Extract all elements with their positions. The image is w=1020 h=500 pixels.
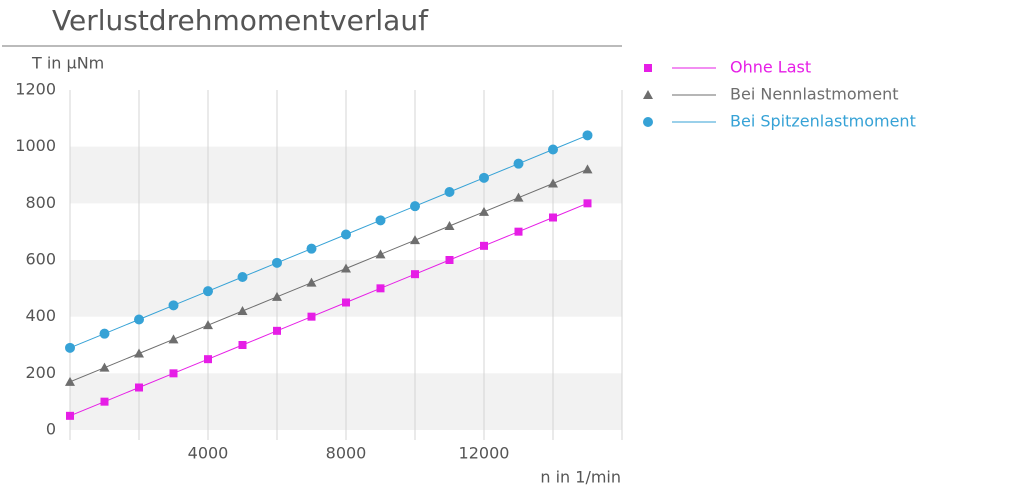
- x-tick-label: 12000: [459, 444, 510, 463]
- marker: [513, 158, 524, 169]
- series-line: [69, 202, 588, 417]
- marker: [445, 256, 454, 264]
- y-tick-label: 0: [46, 420, 56, 439]
- marker: [548, 178, 558, 188]
- marker: [65, 342, 75, 353]
- marker: [168, 334, 179, 344]
- chart-title: Verlustdrehmomentverlauf: [52, 4, 429, 37]
- marker: [203, 286, 213, 297]
- series-line: [69, 168, 588, 383]
- y-axis-label: T in µNm: [31, 54, 104, 73]
- marker: [273, 326, 281, 335]
- marker: [168, 300, 179, 311]
- marker: [342, 298, 350, 307]
- marker: [513, 192, 524, 202]
- y-tick-label: 600: [25, 250, 56, 269]
- marker: [306, 277, 317, 287]
- marker: [549, 213, 557, 222]
- y-tick-label: 200: [25, 363, 56, 382]
- marker: [237, 272, 248, 282]
- marker: [203, 320, 213, 330]
- marker: [444, 187, 455, 197]
- marker: [582, 130, 593, 141]
- x-tick-label: 8000: [326, 444, 367, 463]
- marker: [65, 376, 75, 386]
- y-tick-label: 1000: [15, 136, 56, 155]
- marker: [514, 227, 523, 236]
- marker: [376, 284, 385, 293]
- marker: [306, 243, 317, 254]
- marker: [375, 249, 386, 259]
- marker: [341, 229, 351, 240]
- marker: [135, 383, 143, 392]
- marker: [375, 215, 386, 226]
- y-tick-label: 1200: [15, 80, 56, 99]
- marker: [272, 291, 282, 301]
- marker: [582, 164, 593, 174]
- marker: [66, 411, 74, 420]
- marker: [134, 348, 144, 358]
- marker: [169, 369, 178, 378]
- marker: [272, 257, 282, 268]
- marker: [99, 328, 110, 339]
- legend-marker: [643, 90, 653, 99]
- legend-label: Ohne Last: [730, 58, 811, 77]
- marker: [444, 221, 455, 230]
- series-line: [69, 134, 588, 349]
- legend-label: Bei Spitzenlastmoment: [730, 112, 916, 131]
- x-tick-label: 4000: [188, 444, 229, 463]
- marker: [99, 362, 110, 372]
- marker: [204, 355, 212, 364]
- y-tick-label: 400: [25, 306, 56, 325]
- marker: [548, 144, 558, 155]
- marker: [100, 397, 109, 406]
- marker: [410, 201, 420, 212]
- x-axis-label: n in 1/min: [540, 468, 621, 487]
- marker: [341, 263, 351, 273]
- marker: [411, 270, 419, 279]
- marker: [307, 312, 316, 321]
- marker: [238, 341, 247, 349]
- marker: [480, 241, 488, 250]
- marker: [479, 172, 489, 183]
- marker: [134, 314, 144, 325]
- legend-marker: [644, 64, 652, 72]
- marker: [583, 199, 592, 208]
- legend-marker: [643, 117, 653, 127]
- marker: [479, 206, 489, 216]
- legend-label: Bei Nennlastmoment: [730, 85, 899, 104]
- marker: [237, 306, 248, 315]
- y-tick-label: 800: [25, 193, 56, 212]
- marker: [410, 235, 420, 245]
